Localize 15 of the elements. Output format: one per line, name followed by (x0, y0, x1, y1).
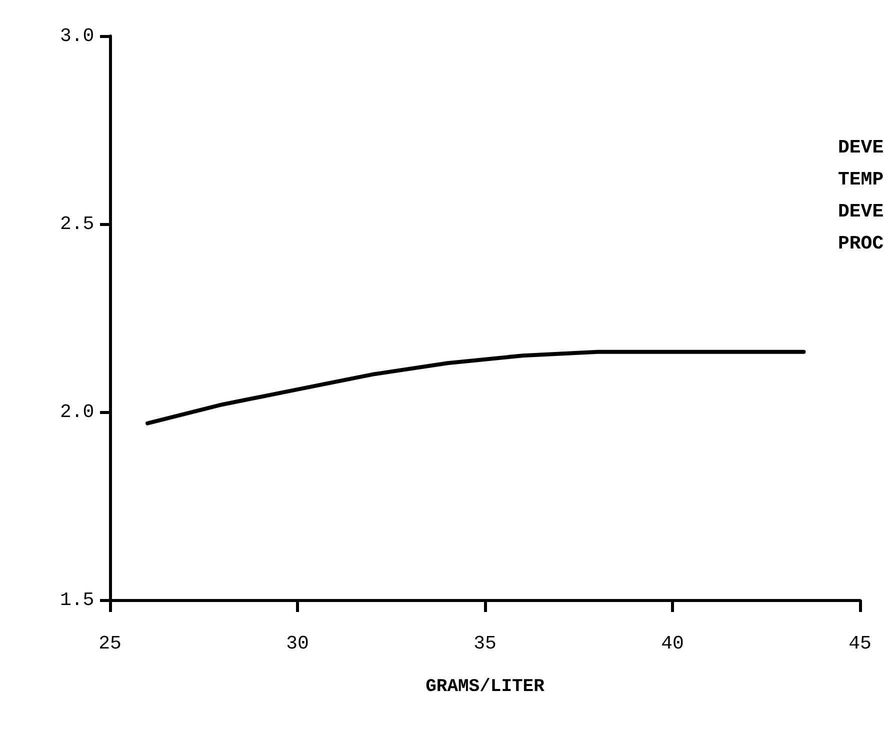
annotation: DEVE (838, 200, 884, 222)
x-tick-label: 45 (848, 632, 872, 654)
x-axis-title: GRAMS/LITER (426, 677, 545, 697)
x-tick-label: 35 (474, 632, 496, 654)
annotation: PROC (838, 232, 884, 254)
y-tick-label: 2.5 (60, 213, 94, 235)
x-tick-label: 40 (661, 632, 684, 654)
x-tick-label: 25 (98, 632, 122, 654)
x-tick-label: 30 (286, 632, 309, 654)
annotation: DEVE (838, 136, 884, 158)
y-tick-label: 3.0 (60, 25, 94, 47)
y-tick-label: 1.5 (60, 589, 94, 611)
annotation: TEMP (838, 168, 884, 190)
line-series (146, 350, 806, 426)
y-tick-label: 2.0 (60, 401, 94, 423)
